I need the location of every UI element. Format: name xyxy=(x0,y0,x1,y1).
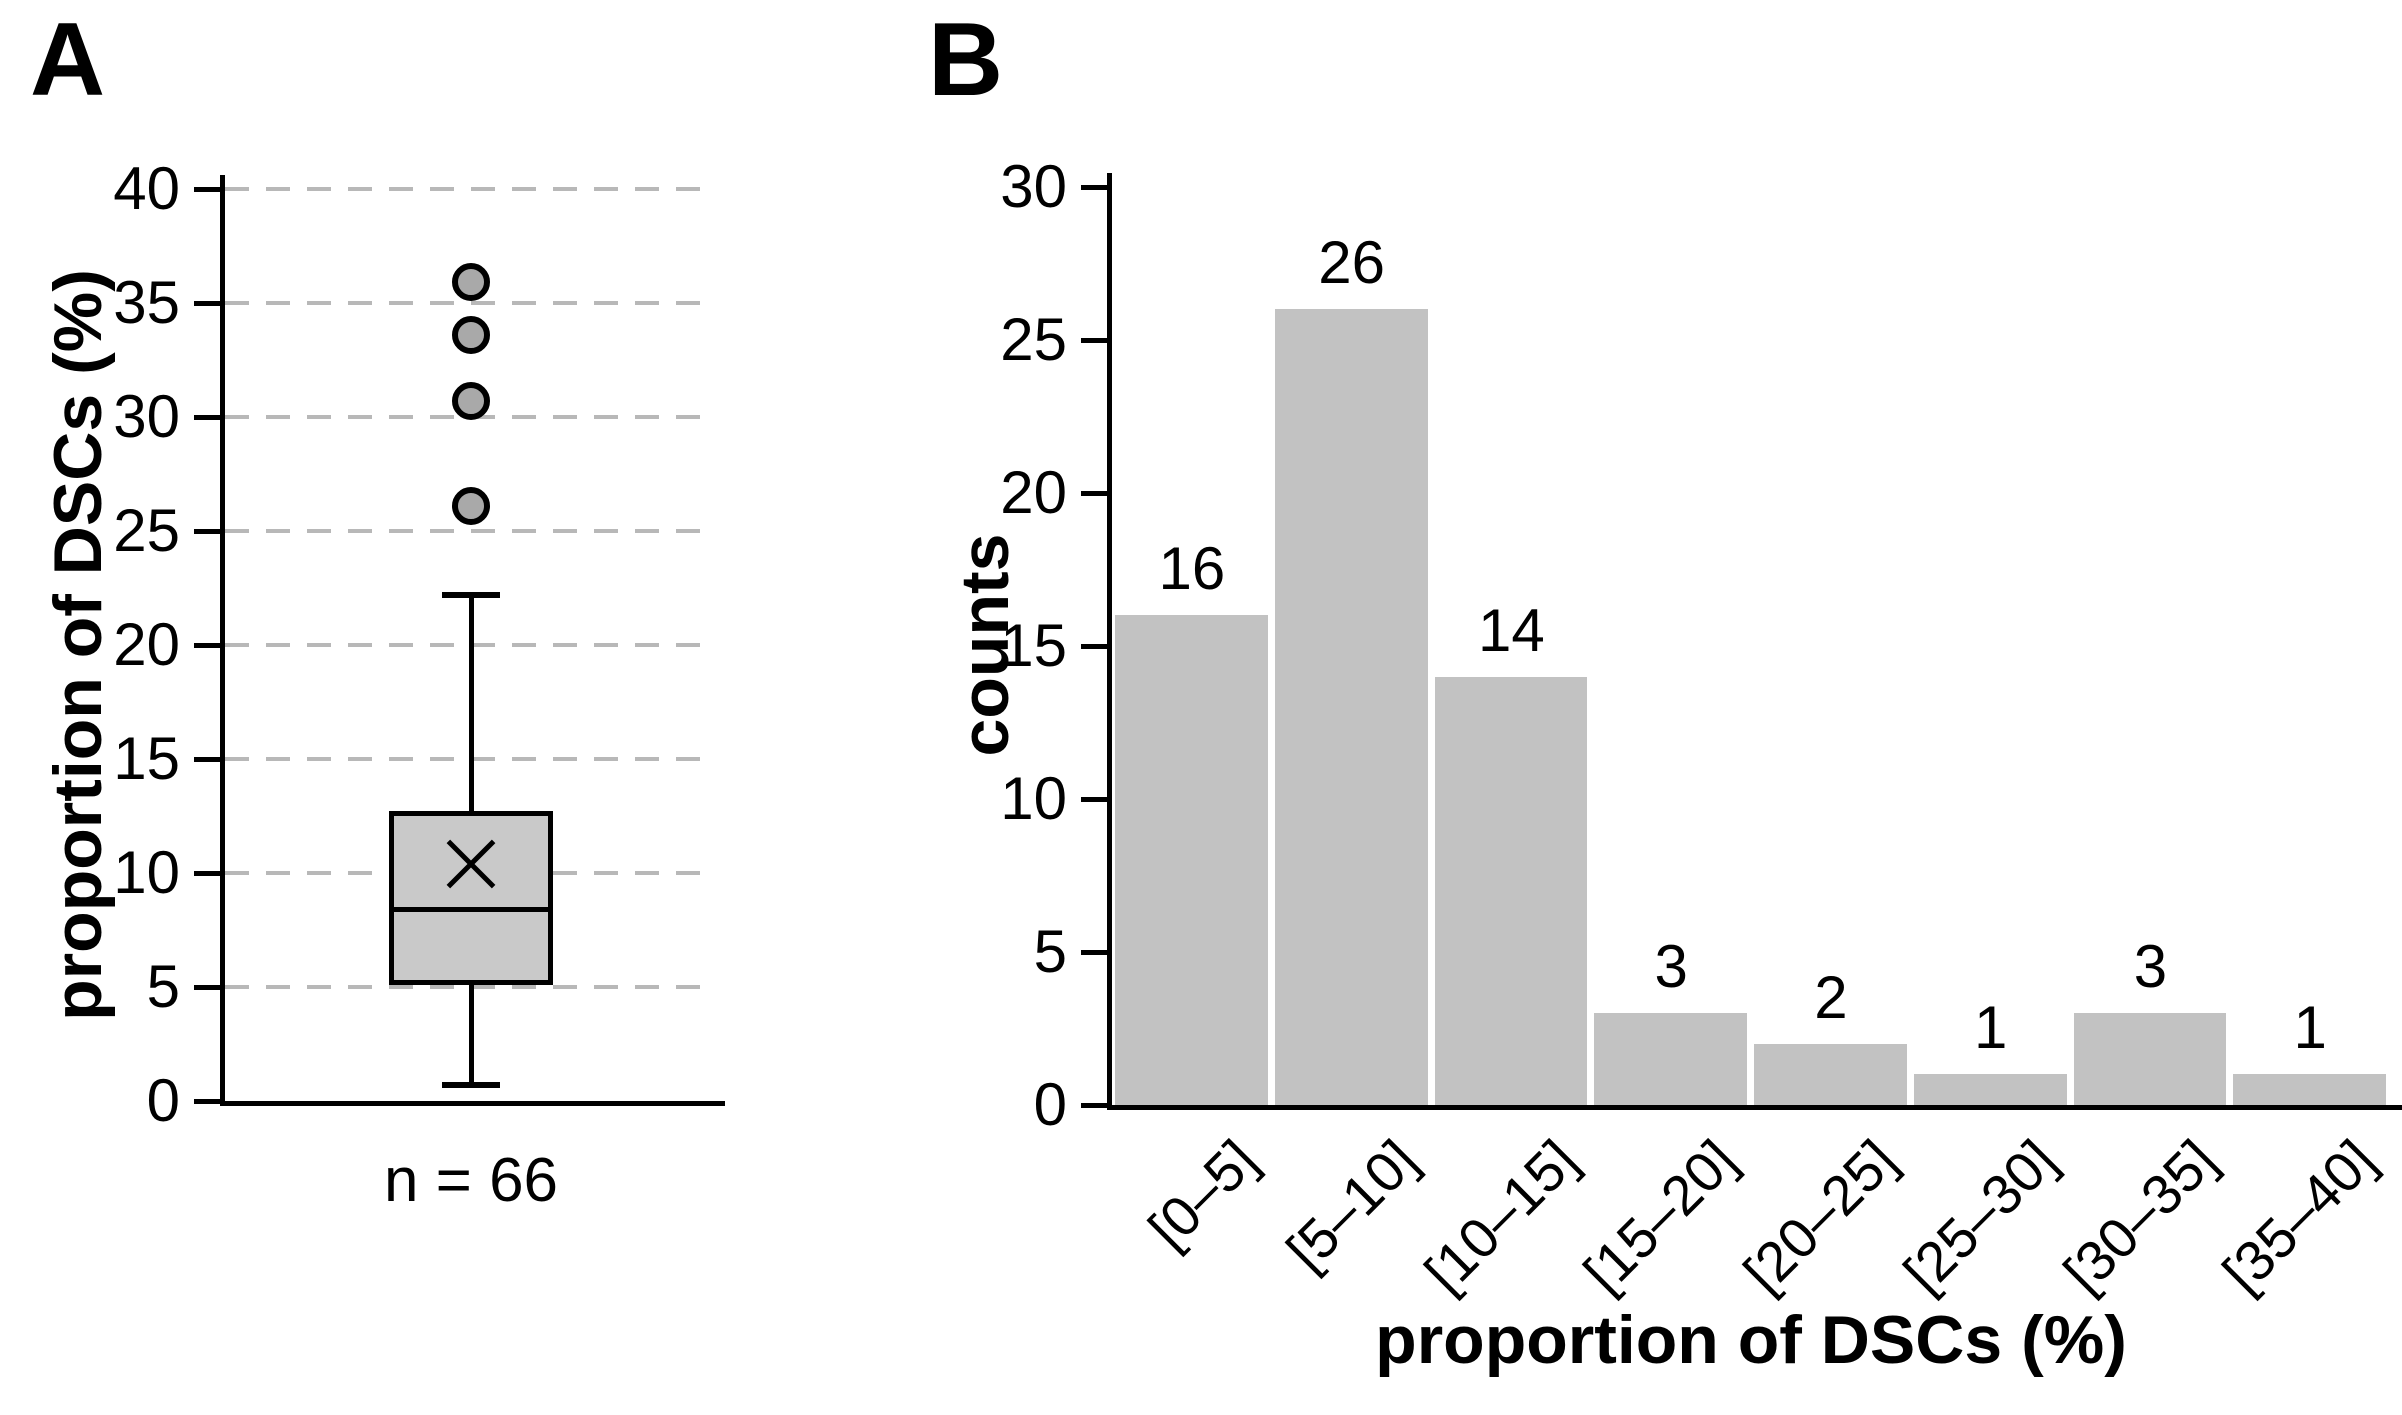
whisker-cap-bottom xyxy=(442,1082,500,1089)
category-label: [30–35] xyxy=(2050,1127,2228,1305)
gridline xyxy=(225,187,713,191)
y-tick-label: 15 xyxy=(1000,612,1067,679)
bar xyxy=(1594,1013,1747,1105)
bar-value-label: 3 xyxy=(2133,933,2168,1001)
y-tick xyxy=(1081,796,1107,802)
y-tick-label: 35 xyxy=(113,269,180,336)
y-tick-label: 10 xyxy=(113,839,180,906)
category-label: [35–40] xyxy=(2210,1127,2388,1305)
bar-value-label: 26 xyxy=(1318,229,1385,297)
category-label: [0–5] xyxy=(1136,1127,1270,1261)
category-label: [25–30] xyxy=(1891,1127,2068,1305)
bar xyxy=(1913,1074,2067,1105)
category-label: [10–15] xyxy=(1411,1127,1589,1305)
category-label: [20–25] xyxy=(1731,1127,1909,1305)
category-label: [5–10] xyxy=(1274,1127,1429,1283)
y-tick xyxy=(194,1098,220,1104)
bar-value-label: 16 xyxy=(1158,535,1226,603)
y-tick xyxy=(194,642,220,648)
y-tick xyxy=(194,414,220,420)
y-tick xyxy=(1081,1102,1107,1108)
bar xyxy=(2233,1074,2386,1105)
y-tick-label: 15 xyxy=(113,725,180,792)
y-tick-label: 5 xyxy=(1033,918,1067,985)
y-tick xyxy=(194,528,220,534)
gridline xyxy=(225,301,713,305)
histogram-x-axis-title: proportion of DSCs (%) xyxy=(1375,1302,2127,1378)
y-tick-label: 0 xyxy=(146,1067,180,1134)
bar xyxy=(1274,309,1428,1105)
y-tick xyxy=(1081,184,1107,190)
y-tick xyxy=(194,756,220,762)
bar xyxy=(1754,1043,1907,1105)
y-tick xyxy=(194,870,220,876)
gridline xyxy=(225,529,713,533)
median-line xyxy=(389,906,553,912)
y-tick-label: 25 xyxy=(113,497,180,564)
y-tick xyxy=(194,300,220,306)
bar xyxy=(1434,676,1588,1105)
outlier-point xyxy=(452,315,490,354)
y-tick-label: 5 xyxy=(146,953,180,1020)
y-tick-label: 25 xyxy=(1000,306,1067,373)
bar-value-label: 2 xyxy=(1814,963,1848,1031)
histogram-plot-area: 0 5 10 15 20 25 30 16 [0–5] 26 [5–10] 14 [10–15] 3 [15… xyxy=(1000,153,2402,1304)
mean-marker xyxy=(442,835,500,893)
category-label: [15–20] xyxy=(1571,1127,1749,1305)
y-tick-label: 30 xyxy=(1000,153,1067,220)
outlier-point xyxy=(452,486,490,525)
y-tick-label: 0 xyxy=(1033,1071,1067,1138)
boxplot-x-axis-line xyxy=(220,1101,725,1106)
outlier-point xyxy=(452,382,490,421)
y-tick-label: 20 xyxy=(1000,459,1067,526)
bar-value-label: 14 xyxy=(1478,596,1545,664)
bar xyxy=(1115,615,1268,1105)
y-tick xyxy=(1081,949,1107,955)
histogram-y-axis-line xyxy=(1107,173,1112,1105)
histogram-x-axis-line xyxy=(1107,1105,2402,1110)
boxplot-plot-area: 0 5 10 15 20 25 30 35 40 xyxy=(113,155,725,1134)
boxplot-y-axis-line xyxy=(220,175,225,1101)
y-tick-label: 40 xyxy=(113,155,180,222)
bar-value-label: 1 xyxy=(2293,994,2327,1062)
sample-size-label: n = 66 xyxy=(383,1146,559,1215)
y-tick-label: 20 xyxy=(113,611,180,678)
y-tick xyxy=(1081,643,1107,649)
y-tick-label: 10 xyxy=(1000,765,1067,832)
bar-value-label: 3 xyxy=(1654,933,1688,1001)
y-tick-label: 30 xyxy=(113,383,180,450)
panel-b-letter: B xyxy=(928,2,1004,118)
y-tick xyxy=(194,186,220,192)
y-tick xyxy=(194,984,220,990)
panel-a-letter: A xyxy=(30,2,106,118)
y-tick xyxy=(1081,337,1107,343)
whisker-cap-top xyxy=(442,591,500,598)
y-tick xyxy=(1081,490,1107,496)
bar-value-label: 1 xyxy=(1973,994,2008,1062)
outlier-point xyxy=(452,263,490,302)
bar xyxy=(2073,1013,2227,1105)
box-rect xyxy=(389,811,553,985)
